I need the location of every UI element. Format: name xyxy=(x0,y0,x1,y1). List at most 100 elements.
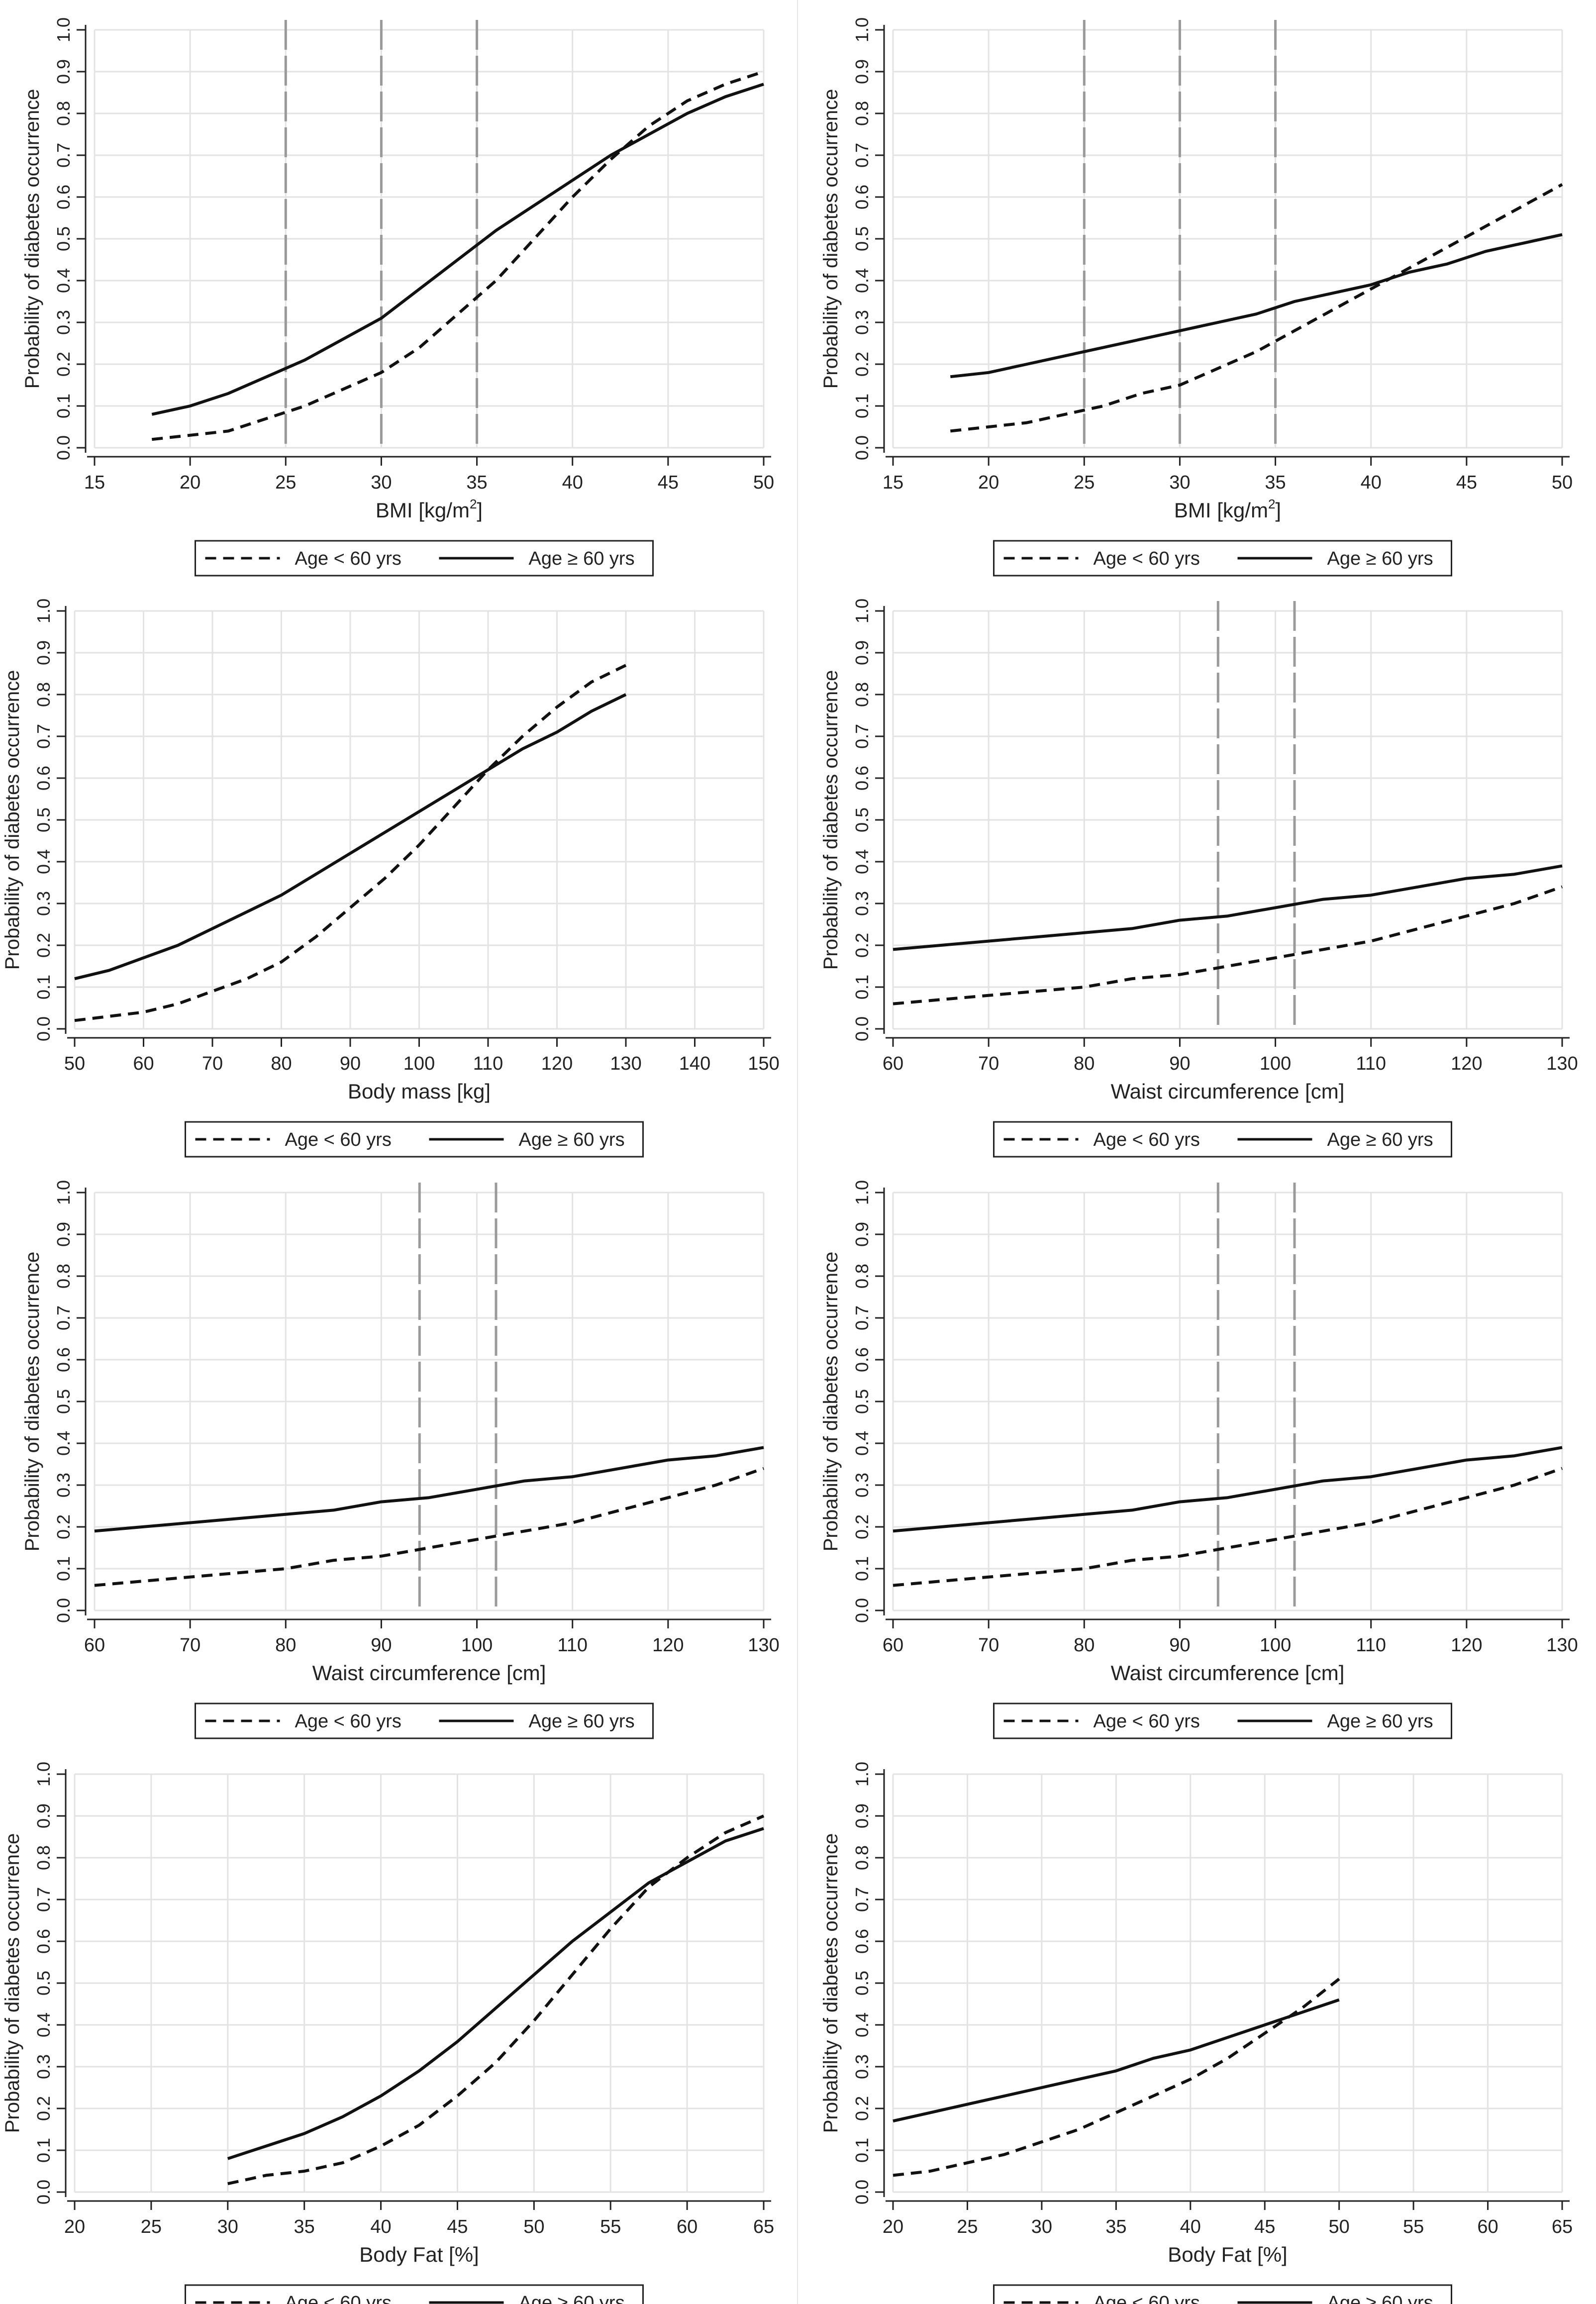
legend-label: Age ≥ 60 yrs xyxy=(1327,2293,1433,2304)
series-line-age-60-plus xyxy=(893,864,1563,951)
x-tick-label: 60 xyxy=(883,1635,903,1656)
x-tick-label: 20 xyxy=(64,2216,85,2237)
legend-label: Age < 60 yrs xyxy=(1094,2293,1200,2304)
legend-label: Age ≥ 60 yrs xyxy=(1327,548,1433,569)
chart-panel-7: 20 25 30 35 40 45 50 55 60 65 0.0 0.1 0.2 0.3 0.4 0.5 0.… xyxy=(1,1762,774,2304)
y-tick-label: 0.6 xyxy=(852,766,872,791)
y-tick-label: 0.7 xyxy=(852,1305,872,1330)
x-tick-label: 60 xyxy=(677,2216,698,2237)
x-tick-label: 35 xyxy=(466,472,487,493)
y-tick-label: 0.4 xyxy=(53,1431,74,1456)
y-axis-title: Probability of diabetes occurrence xyxy=(820,670,842,970)
x-tick-label: 15 xyxy=(883,472,903,493)
y-tick-label: 0.1 xyxy=(852,1556,872,1581)
y-tick-label: 0.2 xyxy=(852,2096,872,2121)
y-tick-label: 0.5 xyxy=(33,1971,54,1996)
x-tick-label: 45 xyxy=(1456,472,1477,493)
y-tick-label: 1.0 xyxy=(852,1762,872,1787)
y-tick-label: 0.4 xyxy=(852,849,872,874)
x-tick-label: 80 xyxy=(1074,1053,1095,1074)
x-tick-label: 55 xyxy=(600,2216,621,2237)
chart-panel-2: 15 20 25 30 35 40 45 50 0.0 0.1 0.2 0.3 0.4 0.5 0.6 0.7… xyxy=(820,17,1573,577)
chart-panel-1: 15 20 25 30 35 40 45 50 0.0 0.1 0.2 0.3 0.4 0.5 0.6 0.7… xyxy=(21,17,774,577)
y-tick-label: 0.7 xyxy=(852,724,872,749)
series-line-age-under-60 xyxy=(893,1467,1563,1587)
legend-box xyxy=(993,2284,1452,2304)
y-tick-label: 0.2 xyxy=(33,2096,54,2121)
y-tick-label: 0.0 xyxy=(852,1016,872,1041)
x-tick-label: 90 xyxy=(371,1635,392,1656)
legend-label: Age ≥ 60 yrs xyxy=(529,548,635,569)
y-tick-label: 0.2 xyxy=(53,1514,74,1539)
x-tick-label: 30 xyxy=(371,472,392,493)
y-tick-label: 0.2 xyxy=(852,1514,872,1539)
series-line-age-60-plus xyxy=(74,693,627,981)
y-tick-label: 0.5 xyxy=(852,226,872,251)
chart-panel-4: 60 70 80 90 100 110 120 130 0.0 0.1 0.2 0.3 0.4 0.5 0.… xyxy=(820,599,1578,1158)
y-tick-label: 0.6 xyxy=(33,1929,54,1954)
y-tick-label: 0.4 xyxy=(53,268,74,293)
y-axis-title: Probability of diabetes occurrence xyxy=(21,89,43,389)
legend-label: Age < 60 yrs xyxy=(295,548,401,569)
x-tick-label: 130 xyxy=(748,1635,779,1656)
y-tick-label: 1.0 xyxy=(852,17,872,42)
x-tick-label: 25 xyxy=(141,2216,162,2237)
y-tick-label: 0.3 xyxy=(33,891,54,916)
y-tick-label: 0.9 xyxy=(852,640,872,665)
y-tick-label: 0.7 xyxy=(33,724,54,749)
legend: Age < 60 yrs Age ≥ 60 yrs xyxy=(993,1703,1452,1739)
series-line-age-under-60 xyxy=(227,1814,765,2186)
x-tick-label: 120 xyxy=(652,1635,684,1656)
x-tick-label: 35 xyxy=(294,2216,315,2237)
y-tick-label: 0.2 xyxy=(852,352,872,377)
y-tick-label: 0.8 xyxy=(852,1264,872,1289)
x-tick-label: 30 xyxy=(1031,2216,1052,2237)
chart-panel-8: 20 25 30 35 40 45 50 55 60 65 0.0 0.1 0.2 0.3 0.4 0.5 0.… xyxy=(820,1762,1573,2304)
y-tick-label: 0.7 xyxy=(53,1305,74,1330)
series-line-age-60-plus xyxy=(893,1446,1563,1533)
y-tick-label: 1.0 xyxy=(33,1762,54,1787)
x-tick-label: 110 xyxy=(1356,1053,1386,1074)
y-tick-label: 0.1 xyxy=(33,975,54,1000)
y-tick-label: 0.5 xyxy=(33,807,54,832)
series-line-age-under-60 xyxy=(893,1978,1340,2177)
legend: Age < 60 yrs Age ≥ 60 yrs xyxy=(993,2284,1452,2304)
y-tick-label: 0.0 xyxy=(53,1598,74,1623)
legend: Age < 60 yrs Age ≥ 60 yrs xyxy=(993,1121,1452,1158)
x-axis-title: Body Fat [%] xyxy=(359,2243,479,2266)
y-tick-label: 0.2 xyxy=(53,352,74,377)
series-line-age-60-plus xyxy=(893,1998,1340,2123)
x-tick-label: 130 xyxy=(610,1053,641,1074)
legend-box xyxy=(993,1703,1452,1739)
y-tick-label: 0.4 xyxy=(33,849,54,874)
y-tick-label: 0.6 xyxy=(53,1347,74,1372)
x-tick-label: 50 xyxy=(523,2216,544,2237)
legend: Age < 60 yrs Age ≥ 60 yrs xyxy=(993,540,1452,577)
x-tick-label: 90 xyxy=(340,1053,361,1074)
x-tick-label: 55 xyxy=(1403,2216,1424,2237)
legend-label: Age ≥ 60 yrs xyxy=(1327,1711,1433,1732)
x-tick-label: 80 xyxy=(271,1053,292,1074)
y-axis-title: Probability of diabetes occurrence xyxy=(820,1252,842,1552)
legend: Age < 60 yrs Age ≥ 60 yrs xyxy=(195,540,654,577)
x-tick-label: 25 xyxy=(957,2216,978,2237)
y-tick-label: 0.0 xyxy=(852,435,872,460)
x-tick-label: 100 xyxy=(403,1053,435,1074)
legend-box xyxy=(185,1121,644,1158)
y-tick-label: 0.3 xyxy=(33,2054,54,2079)
legend-label: Age < 60 yrs xyxy=(1094,1711,1200,1732)
x-tick-label: 35 xyxy=(1265,472,1286,493)
x-tick-label: 100 xyxy=(1260,1053,1291,1074)
x-tick-label: 80 xyxy=(1074,1635,1095,1656)
y-tick-label: 0.6 xyxy=(852,1929,872,1954)
y-tick-label: 0.0 xyxy=(852,2180,872,2204)
series-line-age-60-plus xyxy=(227,1827,764,2160)
y-tick-label: 0.8 xyxy=(852,1845,872,1870)
y-tick-label: 0.4 xyxy=(852,268,872,293)
y-tick-label: 0.7 xyxy=(852,1887,872,1912)
y-tick-label: 0.2 xyxy=(33,933,54,958)
y-tick-label: 0.8 xyxy=(852,682,872,707)
x-tick-label: 65 xyxy=(753,2216,774,2237)
y-axis-title: Probability of diabetes occurrence xyxy=(1,1833,23,2133)
y-tick-label: 0.8 xyxy=(33,1845,54,1870)
